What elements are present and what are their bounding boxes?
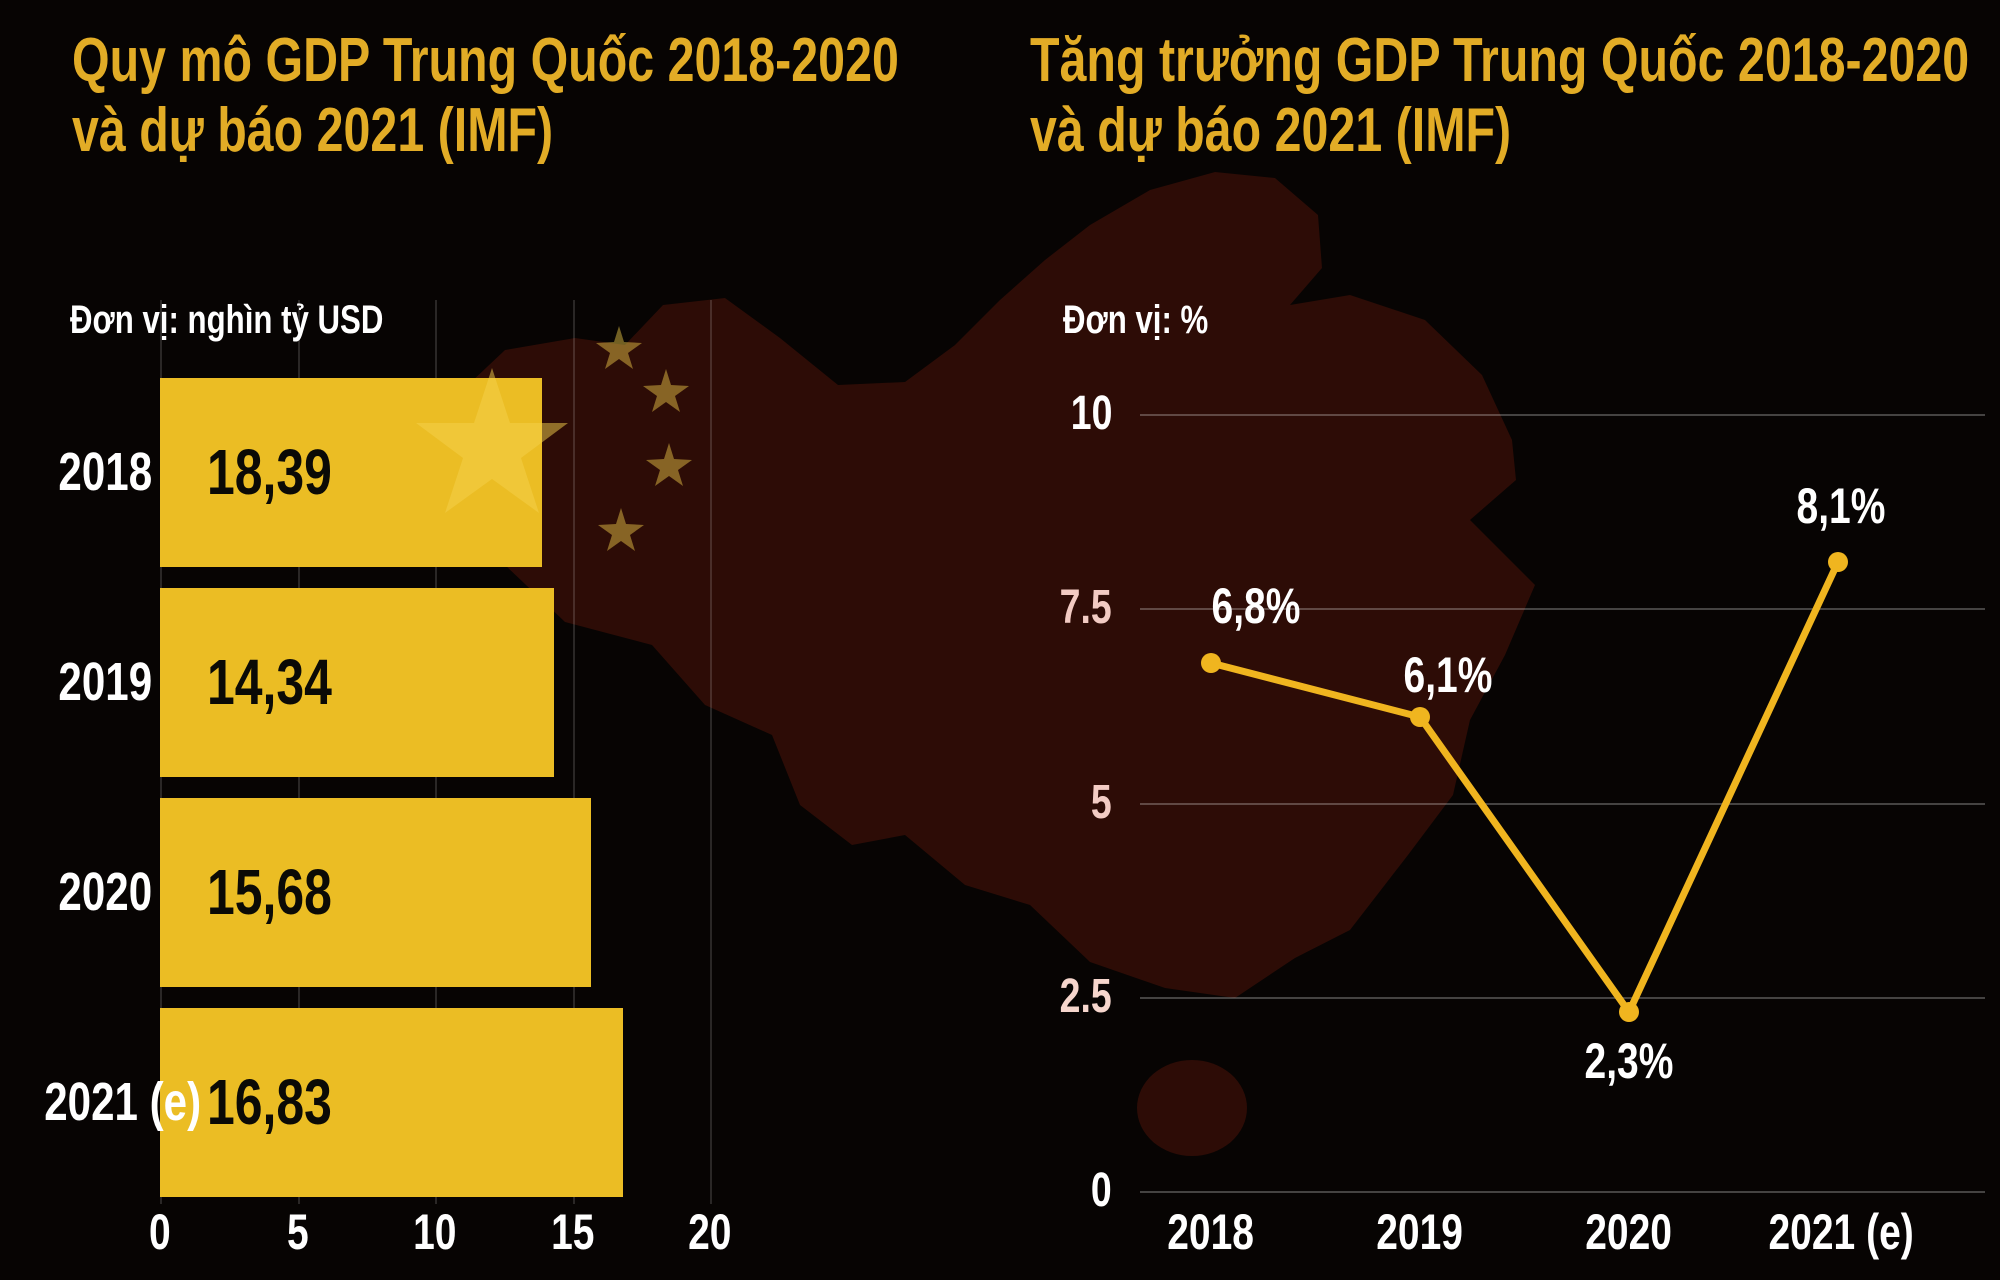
growth-line (1210, 560, 1842, 1016)
gridline-vertical (297, 300, 300, 1204)
bar-value-label: 15,68 (207, 856, 332, 928)
right-title-line1: Tăng trưởng GDP Trung Quốc 2018-2020 (1030, 26, 1970, 95)
y-axis-tick-label: 7.5 (1059, 581, 1112, 634)
x-axis-tick-label: 10 (413, 1204, 457, 1260)
y-axis-tick-label: 2.5 (1059, 970, 1112, 1023)
bar-category-label: 2019 (58, 652, 152, 712)
data-point-label: 6,1% (1403, 647, 1493, 703)
flag-star-icon (596, 326, 642, 369)
bar-value-label: 16,83 (207, 1066, 332, 1138)
x-axis-tick-label: 15 (550, 1204, 595, 1260)
gridline-vertical (710, 300, 712, 1204)
x-axis-year-label: 2019 (1376, 1204, 1464, 1260)
bar (160, 798, 591, 987)
bar-value-label: 14,34 (207, 646, 332, 718)
gridline-vertical (435, 300, 437, 1204)
left-title-line1: Quy mô GDP Trung Quốc 2018-2020 (72, 26, 899, 95)
bar-category-label: 2020 (58, 862, 152, 922)
gridline-horizontal (1140, 608, 1985, 610)
x-axis-tick-label: 20 (688, 1204, 732, 1260)
y-axis-tick-label: 0 (1091, 1164, 1112, 1217)
data-point (1828, 552, 1848, 572)
x-axis-year-label: 2021 (e) (1768, 1204, 1914, 1260)
bar-category-label: 2018 (58, 442, 152, 502)
gridline-horizontal (1140, 1191, 1985, 1193)
gridline-horizontal (1140, 997, 1985, 999)
data-point-label: 2,3% (1584, 1033, 1674, 1089)
flag-star-icon (643, 369, 689, 412)
x-axis-year-label: 2018 (1167, 1204, 1255, 1260)
gridline-horizontal (1140, 803, 1985, 805)
right-chart-title: Tăng trưởng GDP Trung Quốc 2018-2020 và … (1030, 26, 2000, 166)
bar (160, 588, 554, 777)
bar (160, 1008, 623, 1197)
data-point-label: 6,8% (1211, 578, 1301, 634)
y-axis-tick-label: 5 (1091, 776, 1112, 829)
gridline-horizontal (1140, 414, 1985, 416)
bar-value-label: 18,39 (207, 436, 332, 508)
flag-star-icon (416, 368, 568, 513)
data-point-label: 8,1% (1796, 478, 1886, 534)
left-title-line2: và dự báo 2021 (IMF) (72, 96, 554, 165)
china-map-silhouette (430, 172, 1535, 998)
gridline-vertical (160, 300, 162, 1204)
data-point (1410, 707, 1430, 727)
gridline-vertical (572, 300, 575, 1204)
y-axis-tick-label: 10 (1070, 387, 1112, 440)
data-point (1619, 1002, 1639, 1022)
x-axis-year-label: 2020 (1585, 1204, 1673, 1260)
right-unit-label: Đơn vị: % (1063, 298, 1209, 342)
data-point (1201, 653, 1221, 673)
left-unit-label: Đơn vị: nghìn tỷ USD (70, 298, 384, 342)
left-chart-title: Quy mô GDP Trung Quốc 2018-2020 và dự bá… (72, 26, 1132, 166)
right-title-line2: và dự báo 2021 (IMF) (1030, 96, 1512, 165)
x-axis-tick-label: 5 (286, 1204, 309, 1260)
bar-category-label: 2021 (e) (44, 1072, 202, 1132)
bar (160, 378, 542, 567)
flag-star-icon (646, 443, 692, 486)
hainan-island-silhouette (1137, 1060, 1247, 1156)
x-axis-tick-label: 0 (149, 1204, 171, 1260)
flag-star-icon (598, 508, 644, 551)
